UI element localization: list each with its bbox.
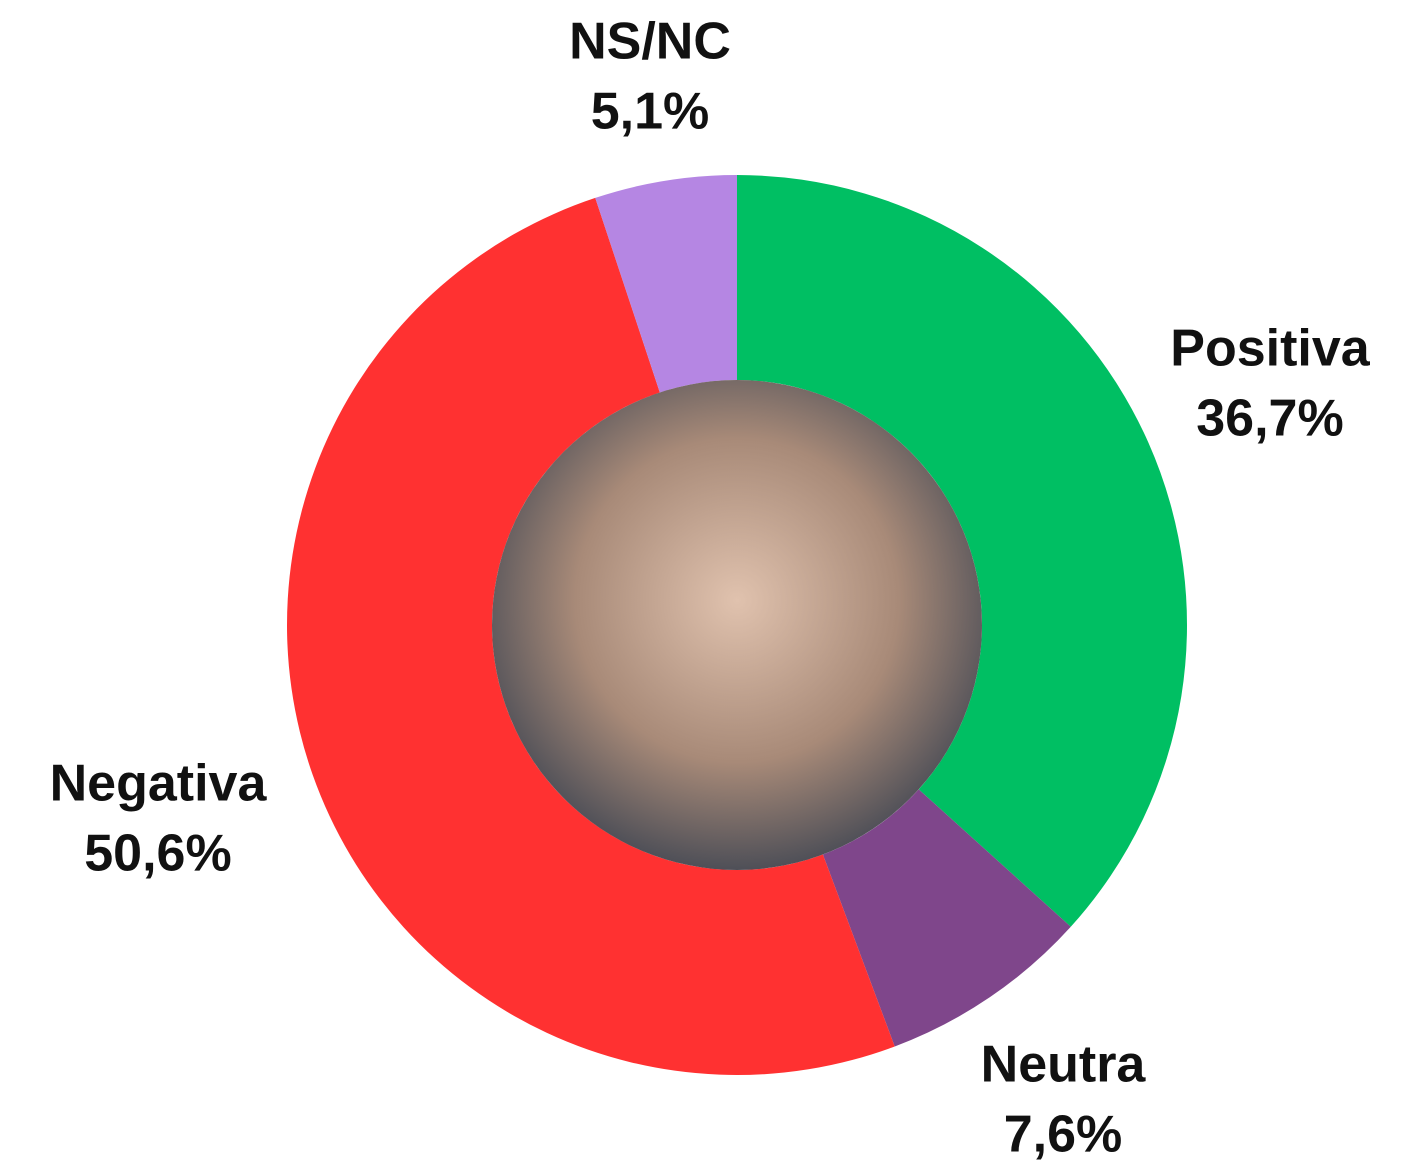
slice-label: Negativa xyxy=(50,755,268,813)
value-label: 5,1% xyxy=(591,83,710,141)
labels: Positiva 36,7% Neutra 7,6% Negativa 50,6% NS/N… xyxy=(50,13,1371,1164)
slice-label: NS/NC xyxy=(569,13,731,71)
value-label: 7,6% xyxy=(1004,1106,1123,1164)
slice-label: Positiva xyxy=(1170,320,1370,378)
slice xyxy=(287,197,895,1075)
slice xyxy=(595,175,737,393)
slice xyxy=(822,789,1071,1047)
slices xyxy=(287,175,1188,1075)
center-photo xyxy=(492,380,982,870)
slice xyxy=(737,175,1188,927)
value-label: 50,6% xyxy=(84,825,231,883)
value-label: 36,7% xyxy=(1196,390,1343,448)
slice-label: Neutra xyxy=(981,1036,1147,1094)
